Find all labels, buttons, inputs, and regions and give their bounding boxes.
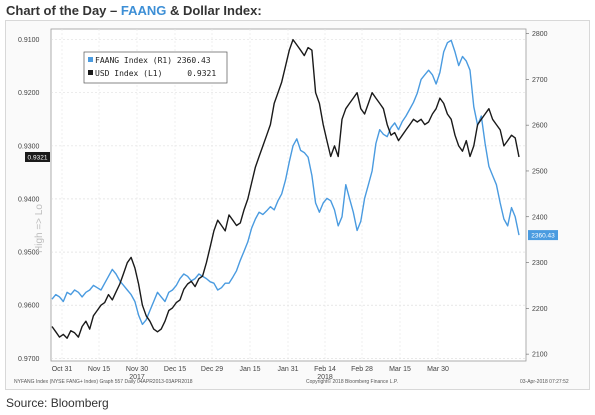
legend-box [83, 51, 228, 84]
title-highlight: FAANG [120, 3, 167, 18]
left-axis-side-label: High => Lo [34, 204, 45, 253]
legend: FAANG Index (R1) 2360.43 USD Index (L1) … [83, 51, 228, 84]
usd-last-value-badge: 0.9321 [25, 152, 50, 162]
x-tick-label: Dec 29 [201, 366, 223, 373]
title-suffix: & Dollar Index: [166, 3, 262, 18]
x-tick-label: Mar 30 [427, 366, 449, 373]
x-tick-label: Mar 15 [389, 366, 411, 373]
footer-left: NYFANG Index (NYSE FANG+ Index) Graph 55… [14, 379, 193, 385]
right-tick-label: 2700 [532, 77, 548, 84]
vertical-gridlines [61, 29, 439, 361]
usd-index-line [51, 38, 520, 339]
legend-swatch-faang [88, 57, 93, 62]
faang-index-line [51, 39, 520, 326]
legend-swatch-usd [88, 70, 93, 75]
x-tick-label: Feb 28 [351, 366, 373, 373]
faang-last-value-badge: 2360.43 [528, 230, 558, 241]
x-year-label: 2017 [129, 374, 145, 381]
legend-label-usd: USD Index (L1) 0.9321 [95, 69, 216, 78]
left-axis-ticks: 0.9100 0.9200 0.9300 0.9400 0.9500 0.9600 0.97… [18, 37, 40, 363]
right-tick-label: 2200 [532, 306, 548, 313]
source-note: Source: Bloomberg [6, 396, 109, 410]
faang-badge-bg [528, 230, 558, 241]
x-tick-label: Feb 14 [314, 366, 336, 373]
right-tick-label: 2300 [532, 260, 548, 267]
faang-badge-text: 2360.43 [531, 233, 555, 240]
right-tick-label: 2100 [532, 352, 548, 359]
right-tick-label: 2600 [532, 123, 548, 130]
data-series [51, 38, 520, 339]
x-tick-label: Jan 15 [239, 366, 260, 373]
left-tick-label: 0.9300 [18, 143, 40, 150]
right-tick-label: 2800 [532, 31, 548, 38]
chart-title: Chart of the Day – FAANG & Dollar Index: [6, 3, 262, 18]
x-tick-label: Jan 31 [277, 366, 298, 373]
left-tick-label: 0.9100 [18, 37, 40, 44]
footer-right: 03-Apr-2018 07:27:52 [520, 379, 569, 385]
x-tick-label: Nov 15 [88, 366, 110, 373]
usd-badge-bg [25, 152, 50, 162]
right-tick-label: 2500 [532, 168, 548, 175]
x-tick-label: Nov 30 [126, 366, 148, 373]
chart-frame: 0.9100 0.9200 0.9300 0.9400 0.9500 0.9600 0.97… [5, 20, 590, 390]
x-tick-label: Dec 15 [164, 366, 186, 373]
x-tick-label: Oct 31 [52, 366, 73, 373]
left-tick-label: 0.9500 [18, 250, 40, 257]
left-tick-label: 0.9700 [18, 356, 40, 363]
left-tick-label: 0.9600 [18, 303, 40, 310]
x-axis-ticks: Oct 31 Nov 15 Nov 30 Dec 15 Dec 29 Jan 15 Jan … [52, 366, 449, 381]
usd-badge-text: 0.9321 [28, 155, 48, 162]
horizontal-gridlines [51, 39, 526, 359]
title-prefix: Chart of the Day – [6, 3, 121, 18]
line-chart: 0.9100 0.9200 0.9300 0.9400 0.9500 0.9600 0.97… [14, 28, 569, 385]
plot-area [50, 28, 527, 362]
right-axis-ticks: 2800 2700 2600 2500 2400 2300 2200 2100 [526, 31, 548, 359]
legend-label-faang: FAANG Index (R1) 2360.43 [95, 56, 211, 65]
footer-center: Copyright© 2018 Bloomberg Finance L.P. [306, 378, 398, 385]
x-year-label: 2018 [317, 374, 333, 381]
right-tick-label: 2400 [532, 214, 548, 221]
left-tick-label: 0.9400 [18, 196, 40, 203]
left-tick-label: 0.9200 [18, 90, 40, 97]
